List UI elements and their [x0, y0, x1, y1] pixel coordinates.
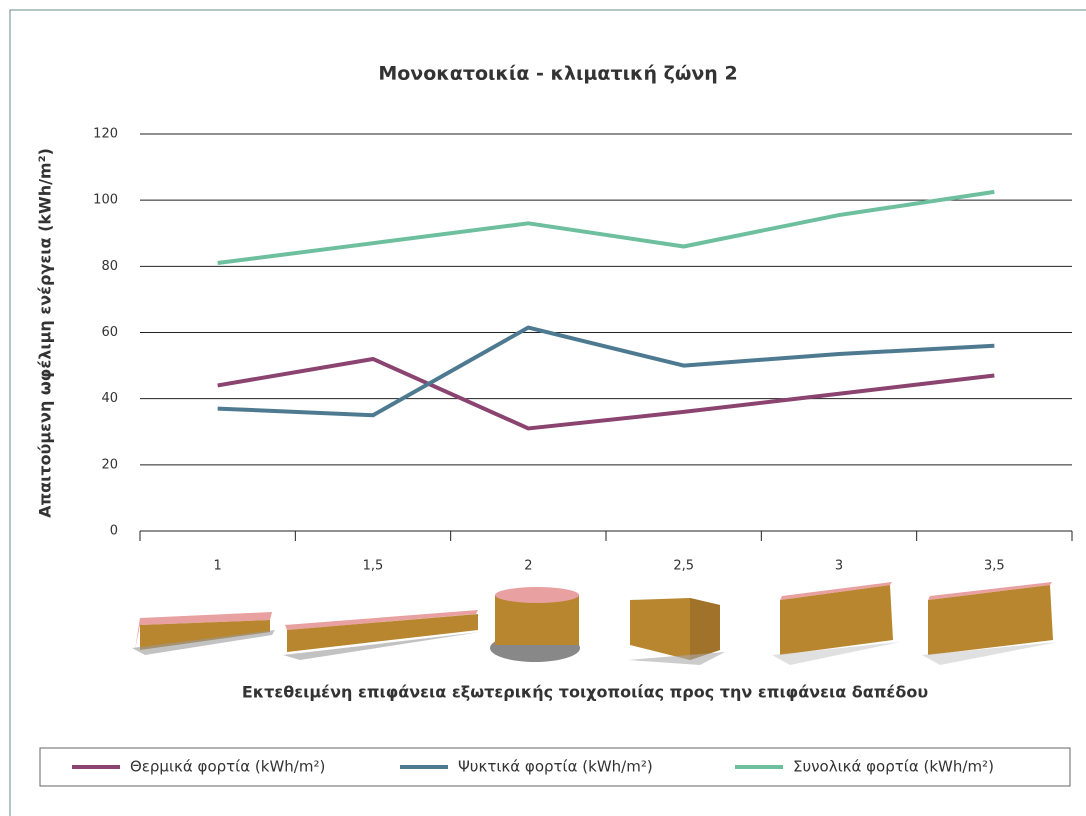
- building: [772, 582, 900, 665]
- building: [283, 610, 480, 660]
- y-tick-label: 120: [93, 127, 118, 142]
- legend-box: [39, 747, 1071, 787]
- y-tick-label: 0: [110, 524, 118, 539]
- x-tick-label: 3: [835, 559, 843, 574]
- frame: [9, 9, 1086, 816]
- x-axis-label: Εκτεθειμένη επιφάνεια εξωτερικής τοιχοπο…: [242, 683, 928, 702]
- x-tick-label: 2,5: [673, 559, 694, 574]
- y-tick-label: 60: [101, 325, 118, 340]
- chart-title: Μονοκατοικία - κλιματική ζώνη 2: [378, 63, 737, 85]
- legend-label: Ψυκτικά φορτία (kWh/m²): [458, 758, 653, 776]
- building-illustrations: [132, 582, 1058, 665]
- y-tick-label: 100: [93, 193, 118, 208]
- building: [490, 587, 580, 662]
- y-tick-label: 40: [101, 391, 118, 406]
- building: [132, 612, 275, 655]
- y-tick-label: 80: [101, 259, 118, 274]
- series-line: [217, 325, 995, 418]
- legend-label: Συνολικά φορτία (kWh/m²): [793, 758, 994, 776]
- legend-label: Θερμικά φορτία (kWh/m²): [130, 758, 325, 776]
- series-line: [217, 356, 995, 431]
- series-line: [217, 189, 995, 266]
- y-tick-label: 20: [101, 457, 118, 472]
- building: [922, 582, 1058, 665]
- x-tick-label: 1,5: [363, 559, 384, 574]
- x-tick-label: 2: [524, 559, 532, 574]
- building: [628, 598, 725, 665]
- x-tick-label: 1: [214, 559, 222, 574]
- y-axis-label: Απαιτούμενη ωφέλιμη ενέργεια (kWh/m²): [36, 148, 55, 518]
- x-tick-label: 3,5: [984, 559, 1005, 574]
